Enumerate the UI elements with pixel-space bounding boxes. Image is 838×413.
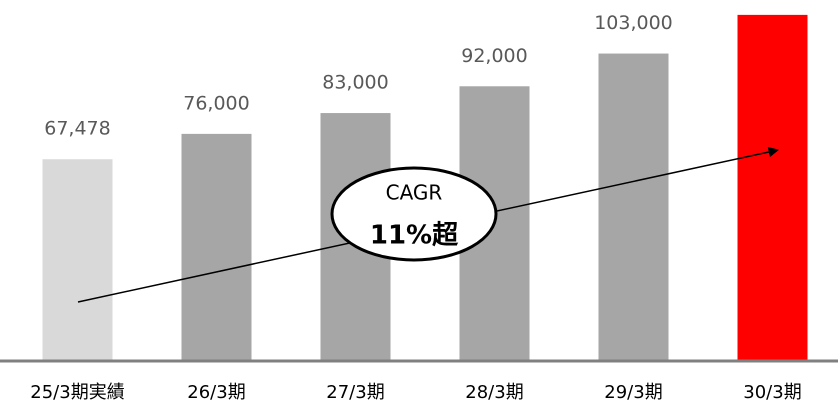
bars [42, 14, 808, 361]
cagr-bubble [330, 166, 498, 262]
bar [737, 14, 808, 360]
bar [181, 133, 252, 360]
cagr-label: CAGR [386, 181, 443, 205]
x-tick-label: 26/3期 [187, 382, 245, 403]
x-tick-label: 25/3期実績 [30, 382, 124, 403]
bar [42, 159, 113, 360]
x-tick-label: 29/3期 [604, 382, 662, 403]
value-label: 92,000 [461, 45, 527, 67]
x-tick-label: 28/3期 [465, 382, 523, 403]
value-label: 76,000 [183, 92, 249, 114]
cagr-value: 11%超 [370, 221, 459, 251]
bar [598, 53, 669, 361]
value-label: 83,000 [322, 72, 388, 94]
x-tick-label: 30/3期 [743, 382, 801, 403]
value-label: 103,000 [594, 12, 673, 34]
x-tick-label: 27/3期 [326, 382, 384, 403]
value-label: 67,478 [44, 118, 110, 140]
